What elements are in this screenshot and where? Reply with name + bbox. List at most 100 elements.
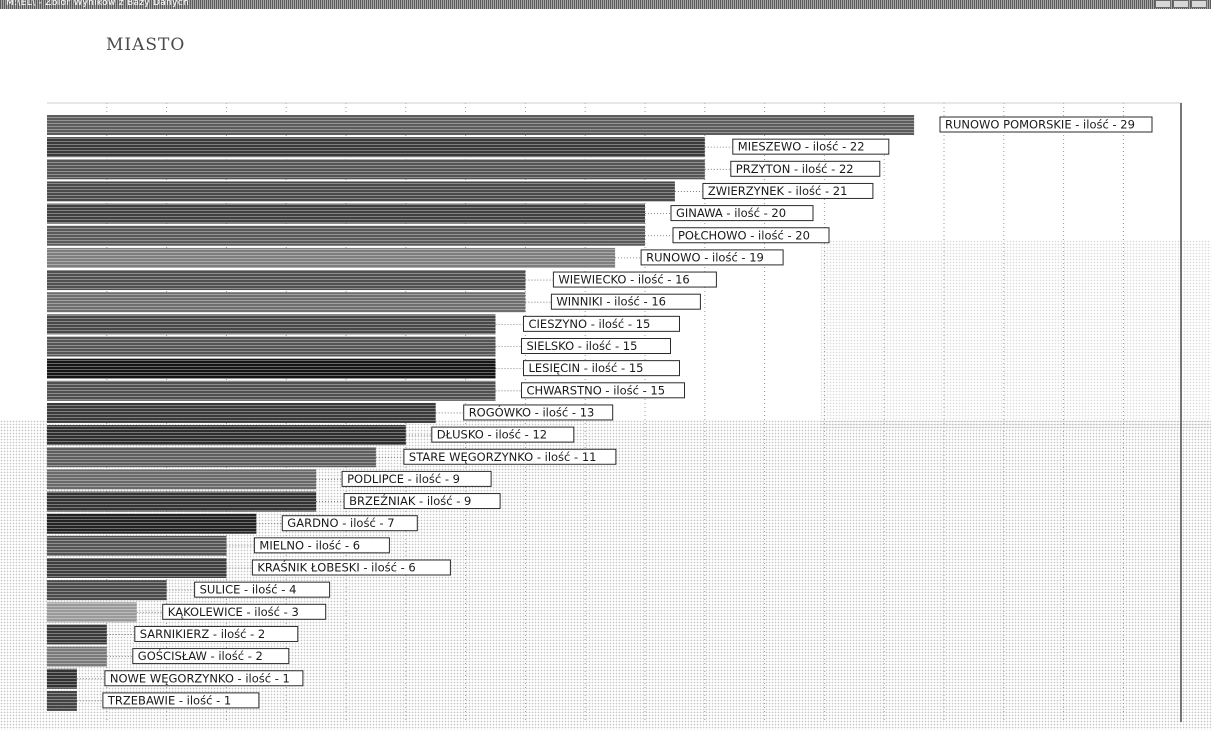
data-label: BRZEŹNIAK - ilość - 9 <box>316 493 501 510</box>
data-label: KRAŚNIK ŁOBESKI - ilość - 6 <box>226 559 451 576</box>
data-label-box <box>281 515 418 532</box>
bar-texture <box>47 402 436 423</box>
bar-texture <box>47 535 227 556</box>
bar-texture <box>47 491 317 512</box>
bar-texture <box>47 225 645 246</box>
data-label-box <box>702 182 874 199</box>
data-label-box <box>732 138 890 155</box>
data-label-box <box>552 271 717 288</box>
data-label-box <box>431 426 575 443</box>
data-label-text: CHWARSTNO - ilość - 15 <box>527 383 666 397</box>
data-label-box <box>132 648 290 665</box>
data-label-box <box>134 625 299 642</box>
data-label: WIEWIECKO - ilość - 16 <box>525 271 717 288</box>
data-label-box <box>521 338 671 354</box>
bar-texture <box>47 115 915 135</box>
data-label-text: RUNOWO - ilość - 19 <box>646 250 764 264</box>
data-label: LESIĘCIN - ilość - 15 <box>495 360 680 377</box>
data-label: PODLIPCE - ilość - 9 <box>316 470 492 487</box>
data-label: WINNIKI - ilość - 16 <box>525 293 701 310</box>
data-label-box <box>523 315 680 332</box>
data-label-text: GINAWA - ilość - 20 <box>676 206 786 220</box>
chart-heading: MIASTO <box>106 35 186 55</box>
data-label-box <box>550 293 701 310</box>
bar-texture <box>47 690 77 711</box>
bar-texture <box>47 159 705 180</box>
data-label-box <box>521 382 685 399</box>
bar-texture <box>47 137 705 158</box>
data-label-text: RUNOWO POMORSKIE - ilość - 29 <box>945 118 1135 132</box>
data-label-text: DŁUSKO - ilość - 12 <box>437 428 547 442</box>
data-label: NOWE WĘGORZYNKO - ilość - 1 <box>76 670 304 687</box>
data-label: GINAWA - ilość - 20 <box>645 205 814 222</box>
data-label: STARE WĘGORZYNKO - ilość - 11 <box>375 448 617 465</box>
data-label-box <box>670 205 814 222</box>
data-label-text: GARDNO - ilość - 7 <box>287 516 394 530</box>
data-label: ZWIERZYNEK - ilość - 21 <box>674 182 874 199</box>
data-label: ROGÓWKO - ilość - 13 <box>435 404 614 421</box>
data-label-text: ROGÓWKO - ilość - 13 <box>469 404 595 419</box>
data-label-text: CIESZYNO - ilość - 15 <box>529 317 651 331</box>
data-label-text: LESIĘCIN - ilość - 15 <box>529 361 644 375</box>
data-label-box <box>162 603 327 620</box>
data-label-box <box>730 160 881 177</box>
data-label: RUNOWO POMORSKIE - ilość - 29 <box>939 116 1153 133</box>
bar-texture <box>47 447 376 468</box>
data-label: DŁUSKO - ilość - 12 <box>405 426 575 443</box>
data-label-box <box>523 360 680 377</box>
data-label-text: KĄKOLEWICE - ilość - 3 <box>168 605 299 619</box>
bar-texture <box>47 336 496 357</box>
data-label: RUNOWO - ilość - 19 <box>615 249 784 266</box>
bar-texture <box>47 513 257 534</box>
data-label: CIESZYNO - ilość - 15 <box>495 315 680 332</box>
data-label-text: NOWE WĘGORZYNKO - ilość - 1 <box>110 671 290 685</box>
data-label: GARDNO - ilość - 7 <box>256 515 418 532</box>
data-label-box <box>102 692 260 709</box>
data-label: GOŚCISŁAW - ilość - 2 <box>106 648 290 665</box>
data-label: SIELSKO - ilość - 15 <box>495 338 671 354</box>
data-label-text: SARNIKIERZ - ilość - 2 <box>140 627 265 641</box>
maximize-button[interactable] <box>1173 0 1189 8</box>
data-label: PRZYTON - ilość - 22 <box>704 160 881 177</box>
data-label: CHWARSTNO - ilość - 15 <box>495 382 685 399</box>
data-label-box <box>939 116 1153 133</box>
data-label-text: WIEWIECKO - ilość - 16 <box>558 273 689 287</box>
data-label-text: SIELSKO - ilość - 15 <box>527 339 638 353</box>
data-label: MIESZEWO - ilość - 22 <box>704 138 890 155</box>
bar-texture <box>47 181 675 202</box>
minimize-button[interactable] <box>1155 0 1171 8</box>
data-label-box <box>104 670 304 687</box>
bar-texture <box>47 602 137 623</box>
data-label-text: PODLIPCE - ilość - 9 <box>347 472 460 486</box>
window-controls <box>1155 0 1207 9</box>
data-label: MIELNO - ilość - 6 <box>226 537 390 554</box>
data-label-box <box>463 404 614 421</box>
data-label: KĄKOLEWICE - ilość - 3 <box>136 603 327 620</box>
data-label-box <box>341 470 492 487</box>
bar-texture <box>47 314 496 335</box>
data-label-text: TRZEBAWIE - ilość - 1 <box>107 693 231 707</box>
data-label-text: GOŚCISŁAW - ilość - 2 <box>138 648 263 663</box>
data-label-text: KRAŚNIK ŁOBESKI - ilość - 6 <box>257 560 415 575</box>
data-label-box <box>251 559 451 576</box>
close-button[interactable] <box>1191 0 1207 8</box>
bar-texture <box>47 624 107 645</box>
data-label-text: WINNIKI - ilość - 16 <box>556 295 666 309</box>
data-label-text: BRZEŹNIAK - ilość - 9 <box>349 493 471 508</box>
data-label-text: ZWIERZYNEK - ilość - 21 <box>708 184 848 198</box>
data-label-text: PRZYTON - ilość - 22 <box>736 162 854 176</box>
bar-texture <box>47 270 526 291</box>
data-label-text: MIESZEWO - ilość - 22 <box>738 140 865 154</box>
bar-texture <box>47 358 496 379</box>
data-label-text: MIELNO - ilość - 6 <box>259 538 360 552</box>
data-label-box <box>194 581 331 598</box>
data-label-box <box>672 227 830 244</box>
bar-texture <box>47 203 645 224</box>
bar-texture <box>47 425 406 446</box>
data-label: SULICE - ilość - 4 <box>166 581 331 598</box>
window-title: M:\EL\ - Zbior Wynikow z Bazy Danych <box>6 0 189 8</box>
data-label-text: POŁCHOWO - ilość - 20 <box>678 228 810 242</box>
data-label: TRZEBAWIE - ilość - 1 <box>76 692 260 709</box>
data-label-box <box>343 493 501 510</box>
